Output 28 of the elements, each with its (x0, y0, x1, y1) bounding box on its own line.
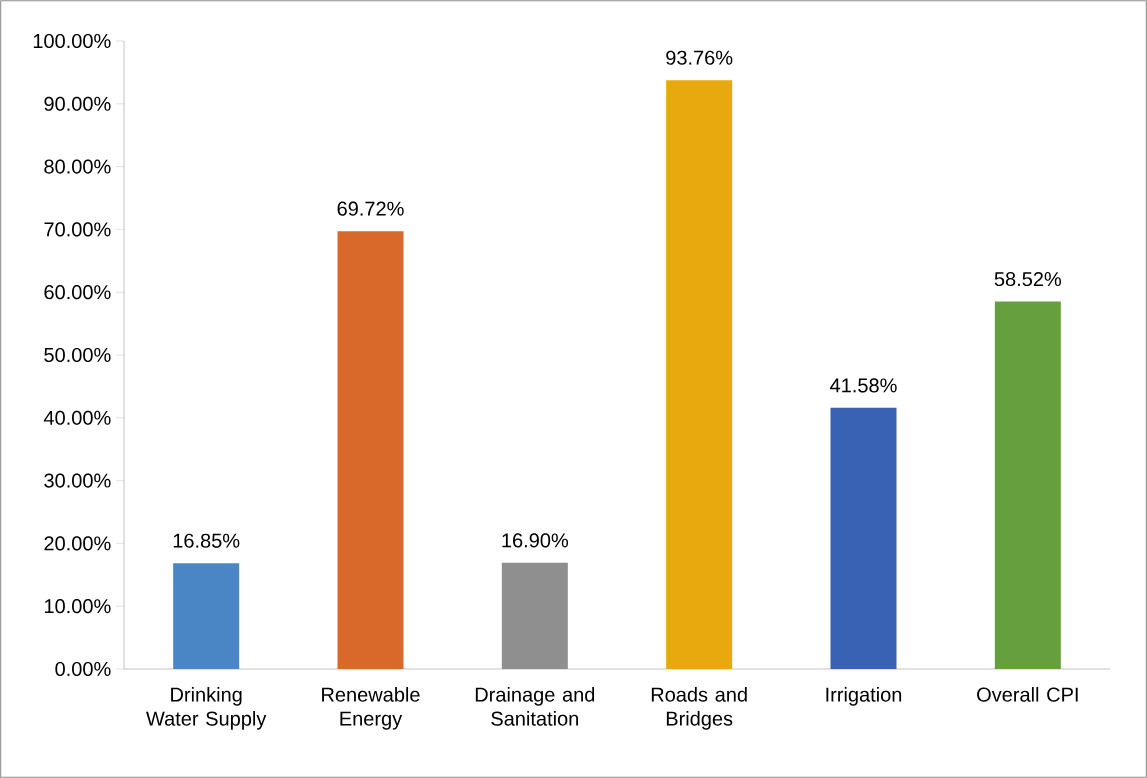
y-tick-label: 10.00% (44, 599, 111, 614)
x-tick-label: Irrigation (826, 687, 902, 706)
data-label: 16.90% (502, 533, 569, 548)
bar (337, 231, 404, 669)
y-tick-label: 70.00% (44, 222, 111, 237)
bar (830, 407, 897, 669)
bar (173, 563, 240, 669)
data-label: 69.72% (337, 201, 404, 216)
data-label: 16.85% (173, 533, 240, 548)
data-label: 93.76% (666, 50, 733, 65)
y-tick-label: 50.00% (44, 347, 111, 363)
x-tick-label: Roads and Bridges (651, 687, 747, 730)
bar (666, 80, 733, 669)
bar (994, 301, 1061, 669)
data-label: 58.52% (994, 271, 1062, 287)
y-tick-label: 0.00% (55, 661, 111, 677)
y-tick-label: 20.00% (44, 536, 111, 551)
y-tick-label: 60.00% (44, 285, 111, 300)
x-tick-label: Drainage and Sanitation (475, 687, 595, 726)
y-tick-label: 80.00% (44, 159, 111, 174)
x-tick-label: Drinking Water Supply (146, 687, 267, 730)
x-tick-label: Overall CPI (977, 687, 1078, 702)
y-tick-label: 90.00% (44, 96, 111, 111)
x-tick-label: Renewable Energy (322, 687, 420, 730)
data-label: 41.58% (830, 378, 897, 393)
y-tick-label: 100.00% (33, 33, 111, 49)
y-tick-label: 30.00% (44, 473, 111, 488)
y-tick-label: 40.00% (43, 410, 111, 425)
